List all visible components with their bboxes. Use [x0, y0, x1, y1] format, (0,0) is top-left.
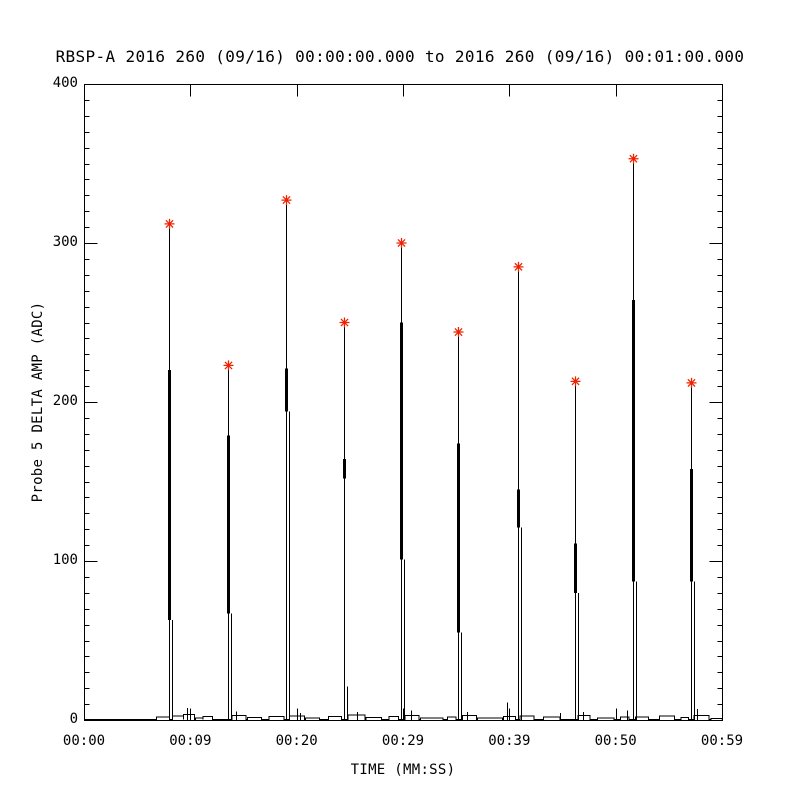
peak-marker-asterisk-icon [513, 261, 524, 272]
peak-marker-asterisk-icon [339, 317, 350, 328]
peak-marker-asterisk-icon [396, 238, 407, 248]
axis-ticks [84, 84, 723, 721]
peak-marker-asterisk-icon [628, 153, 639, 164]
plot-frame [84, 84, 723, 721]
peak-marker-asterisk-icon [453, 327, 464, 338]
noise-trace [84, 713, 723, 720]
peak-marker-asterisk-icon [686, 377, 697, 388]
peak-marker-asterisk-icon [223, 360, 234, 371]
peak-marker-asterisk-icon [164, 218, 175, 229]
x-axis-label: TIME (MM:SS) [350, 762, 456, 778]
plot-title: RBSP-A 2016 260 (09/16) 00:00:00.000 to … [55, 47, 745, 66]
peak-marker-asterisk-icon [281, 195, 292, 206]
peak-marker-asterisk-icon [570, 376, 581, 387]
